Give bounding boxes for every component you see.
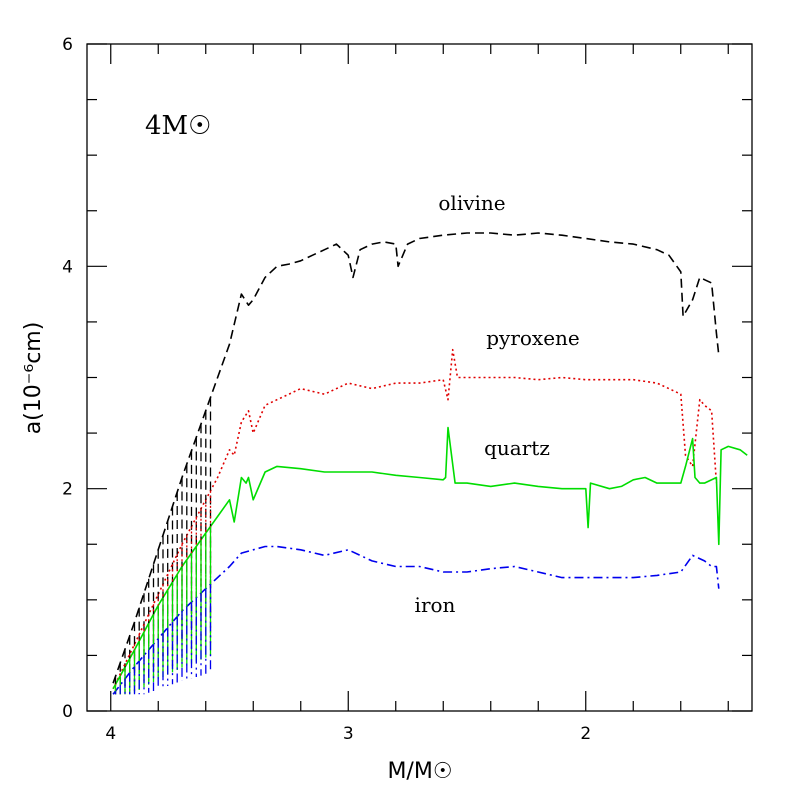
series-line-iron xyxy=(112,545,720,695)
series-label-quartz: quartz xyxy=(484,436,550,460)
series-layer xyxy=(112,232,748,695)
model-annotation: 4M☉ xyxy=(145,111,211,141)
y-axis-title: a(10⁻⁶cm) xyxy=(21,322,46,435)
y-tick-label: 0 xyxy=(62,702,73,722)
series-label-olivine: olivine xyxy=(438,191,505,215)
series-line-olivine xyxy=(112,232,720,684)
spike-layer xyxy=(114,397,212,695)
x-axis-title: M/M☉ xyxy=(387,759,452,784)
series-line-quartz xyxy=(112,426,748,690)
axis-ticks xyxy=(87,43,752,712)
series-label-pyroxene: pyroxene xyxy=(486,326,580,350)
x-tick-label: 2 xyxy=(580,724,591,744)
x-tick-label: 4 xyxy=(105,724,116,744)
axis-tick-labels: 4 3 2 0 2 4 6 xyxy=(62,35,591,744)
series-label-iron: iron xyxy=(415,593,456,617)
x-tick-label: 3 xyxy=(343,724,354,744)
y-tick-label: 4 xyxy=(62,257,73,277)
y-tick-label: 6 xyxy=(62,35,73,55)
series-line-pyroxene xyxy=(112,348,718,690)
y-tick-label: 2 xyxy=(62,480,73,500)
